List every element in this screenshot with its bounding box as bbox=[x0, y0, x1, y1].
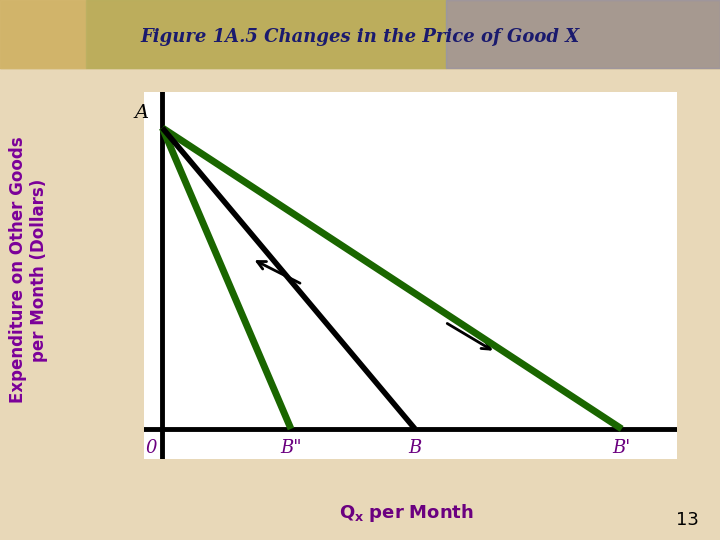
Text: Figure 1A.5 Changes in the Price of Good X: Figure 1A.5 Changes in the Price of Good… bbox=[140, 28, 580, 46]
Text: B: B bbox=[408, 440, 422, 457]
Text: 0: 0 bbox=[145, 440, 157, 457]
Text: $\mathbf{Q_x}$$\bf{\ per\ Month}$: $\mathbf{Q_x}$$\bf{\ per\ Month}$ bbox=[339, 502, 474, 524]
Text: B': B' bbox=[613, 440, 631, 457]
Bar bbox=[0, 0, 86, 68]
Bar bbox=[446, 0, 720, 68]
Bar bbox=[86, 0, 446, 68]
Text: B": B" bbox=[280, 440, 302, 457]
Text: Expenditure on Other Goods
per Month (Dollars): Expenditure on Other Goods per Month (Do… bbox=[9, 137, 48, 403]
Text: A: A bbox=[135, 104, 149, 122]
Text: 13: 13 bbox=[675, 511, 698, 529]
